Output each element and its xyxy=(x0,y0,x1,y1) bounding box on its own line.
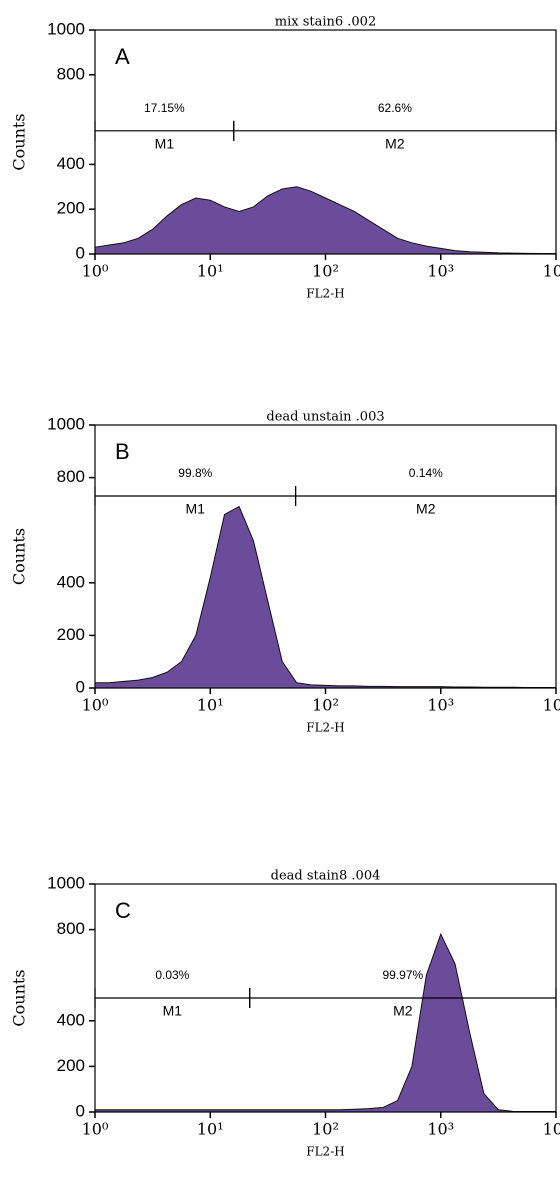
y-axis-label: Counts xyxy=(10,528,29,585)
x-tick-label: 10⁴ xyxy=(543,262,560,281)
x-tick-label: 10² xyxy=(312,1120,339,1139)
y-tick-label: 200 xyxy=(57,1056,85,1075)
chart-title: dead stain8 .004 xyxy=(271,869,381,884)
y-tick-label: 800 xyxy=(57,467,85,486)
histogram-area xyxy=(94,505,557,689)
y-axis-label: Counts xyxy=(10,113,29,170)
y-tick-label: 400 xyxy=(57,1010,85,1029)
x-tick-label: 10³ xyxy=(427,1120,454,1139)
x-tick-label: 10² xyxy=(312,696,339,715)
gate-percent: 17.15% xyxy=(144,101,185,115)
x-tick-label: 10² xyxy=(312,262,339,281)
panel-label: C xyxy=(115,898,131,923)
chart-title: dead unstain .003 xyxy=(266,410,384,425)
x-tick-label: 10⁴ xyxy=(543,696,560,715)
y-tick-label: 200 xyxy=(57,625,85,644)
panel-label: B xyxy=(115,439,130,464)
gate-name: M2 xyxy=(385,136,405,152)
gate-percent: 99.8% xyxy=(178,466,212,480)
x-tick-label: 10¹ xyxy=(197,696,224,715)
gate-name: M1 xyxy=(163,1003,183,1019)
y-tick-label: 400 xyxy=(57,154,85,173)
x-axis-label: FL2-H xyxy=(306,1145,344,1159)
gate-percent: 0.03% xyxy=(155,968,189,982)
x-tick-label: 10⁴ xyxy=(543,1120,560,1139)
y-tick-label: 800 xyxy=(57,64,85,83)
gate-percent: 62.6% xyxy=(378,101,412,115)
y-tick-label: 0 xyxy=(76,677,85,696)
x-tick-label: 10³ xyxy=(427,696,454,715)
chart-title: mix stain6 .002 xyxy=(275,15,376,30)
x-tick-label: 10⁰ xyxy=(82,262,109,281)
y-tick-label: 200 xyxy=(57,199,85,218)
histogram-area xyxy=(94,932,557,1113)
plot-frame xyxy=(94,424,557,689)
panel-label: A xyxy=(115,44,130,69)
y-tick-label: 1000 xyxy=(47,873,85,892)
x-axis-label: FL2-H xyxy=(306,287,344,301)
x-tick-label: 10⁰ xyxy=(82,696,109,715)
gate-name: M2 xyxy=(393,1003,413,1019)
y-tick-label: 0 xyxy=(76,243,85,262)
y-axis-label: Counts xyxy=(10,969,29,1026)
gate-percent: 99.97% xyxy=(383,968,424,982)
x-tick-label: 10⁰ xyxy=(82,1120,109,1139)
y-tick-label: 1000 xyxy=(47,19,85,38)
x-tick-label: 10³ xyxy=(427,262,454,281)
x-axis-label: FL2-H xyxy=(306,721,344,735)
y-tick-label: 400 xyxy=(57,572,85,591)
x-tick-label: 10¹ xyxy=(197,1120,224,1139)
histogram-area xyxy=(94,186,557,255)
y-tick-label: 0 xyxy=(76,1101,85,1120)
gate-percent: 0.14% xyxy=(409,466,443,480)
gate-name: M1 xyxy=(186,501,206,517)
x-tick-label: 10¹ xyxy=(197,262,224,281)
y-tick-label: 800 xyxy=(57,919,85,938)
gate-name: M2 xyxy=(416,501,436,517)
y-tick-label: 1000 xyxy=(47,414,85,433)
gate-name: M1 xyxy=(155,136,175,152)
